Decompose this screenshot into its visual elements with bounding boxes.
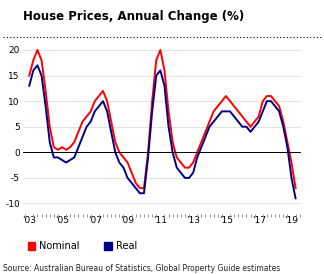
Legend: Nominal, Real: Nominal, Real (28, 241, 137, 251)
Nominal (245, 120, 249, 123)
Nominal (36, 48, 40, 52)
Real (52, 156, 56, 159)
Line: Real: Real (29, 65, 295, 198)
Real (36, 64, 40, 67)
Real (294, 197, 297, 200)
Nominal (138, 187, 142, 190)
Text: House Prices, Annual Change (%): House Prices, Annual Change (%) (23, 10, 244, 23)
Nominal (113, 141, 117, 144)
Nominal (294, 187, 297, 190)
Nominal (27, 74, 31, 77)
Real (27, 84, 31, 87)
Nominal (52, 145, 56, 149)
Text: Source: Australian Bureau of Statistics, Global Property Guide estimates: Source: Australian Bureau of Statistics,… (3, 264, 281, 273)
Real (277, 110, 281, 113)
Line: Nominal: Nominal (29, 50, 295, 188)
Nominal (97, 94, 101, 98)
Real (146, 156, 150, 159)
Real (240, 125, 244, 129)
Nominal (150, 99, 154, 103)
Nominal (154, 59, 158, 62)
Real (113, 151, 117, 154)
Real (97, 105, 101, 108)
